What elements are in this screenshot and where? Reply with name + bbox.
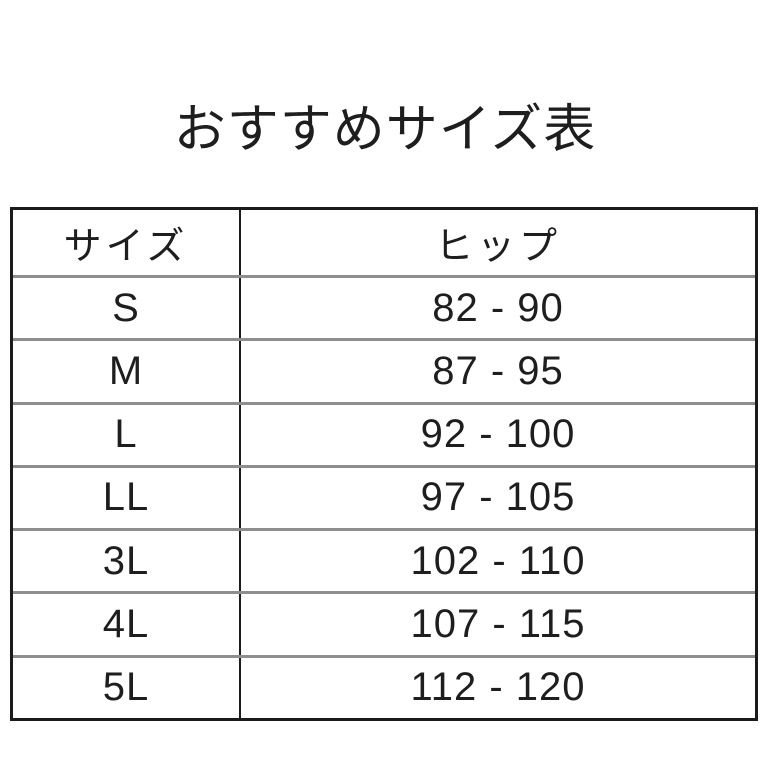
size-cell: 4L	[13, 594, 241, 655]
page-title: おすすめサイズ表	[173, 101, 597, 159]
size-cell: 5L	[13, 657, 241, 718]
column-header-hip: ヒップ	[434, 226, 561, 268]
hip-cell: 87 - 95	[432, 348, 564, 393]
hip-cell: 92 - 100	[420, 412, 576, 457]
hip-cell: 82 - 90	[432, 285, 564, 330]
size-chart-table: サイズ ヒップ S 82 - 90 M 87 - 95 L 92 - 100 L…	[10, 207, 758, 721]
table-row: 5L 112 - 120	[13, 657, 755, 718]
size-cell: L	[13, 404, 241, 465]
size-cell: S	[13, 278, 241, 339]
size-cell: M	[13, 341, 241, 402]
table-row: S 82 - 90	[13, 278, 755, 342]
table-row: 4L 107 - 115	[13, 594, 755, 658]
table-header-row: サイズ ヒップ	[13, 210, 755, 278]
hip-cell: 102 - 110	[410, 538, 586, 583]
table-row: L 92 - 100	[13, 404, 755, 468]
hip-cell: 97 - 105	[420, 475, 576, 520]
size-cell: 3L	[13, 531, 241, 592]
table-row: LL 97 - 105	[13, 467, 755, 532]
table-row: M 87 - 95	[13, 341, 755, 405]
table-row: 3L 102 - 110	[13, 531, 755, 595]
size-cell: LL	[13, 467, 241, 529]
hip-cell: 107 - 115	[410, 602, 586, 647]
column-header-size: サイズ	[13, 210, 241, 275]
hip-cell: 112 - 120	[410, 665, 586, 710]
